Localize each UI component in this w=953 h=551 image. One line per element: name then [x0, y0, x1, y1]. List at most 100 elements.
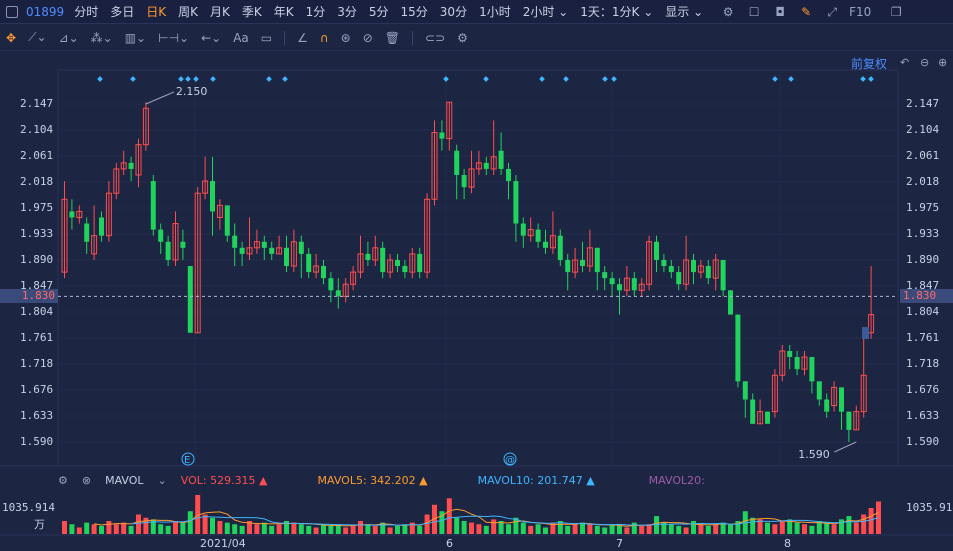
- candle-body: [868, 314, 875, 334]
- candle-body: [335, 290, 341, 297]
- line-tool-icon[interactable]: ⟋⌄: [28, 30, 47, 44]
- period-tab[interactable]: 1分: [305, 5, 326, 19]
- volume-bar: [846, 516, 852, 534]
- volume-bar: [343, 527, 349, 534]
- f10-button[interactable]: F10: [849, 4, 872, 19]
- candle-body: [84, 223, 90, 242]
- mavol10-line: [131, 515, 879, 526]
- period-tab[interactable]: 30分: [439, 5, 468, 19]
- fib-tool-icon[interactable]: ⁂⌄: [90, 30, 113, 45]
- volume-bar: [202, 514, 208, 534]
- candle-body: [372, 247, 379, 261]
- period-tab[interactable]: 显示 ⌄: [665, 5, 704, 19]
- indicator-close-icon[interactable]: ⊗: [81, 473, 92, 487]
- candle-body: [483, 162, 489, 169]
- current-price-left: 1.830: [0, 289, 58, 304]
- checkbox-icon[interactable]: ☐: [748, 4, 760, 19]
- lock-icon[interactable]: ⊛: [340, 30, 351, 45]
- price-tick-right: 1.890: [906, 253, 940, 266]
- candle-body: [580, 259, 585, 267]
- gear-icon[interactable]: ⚙: [457, 30, 468, 45]
- event-marker: [611, 76, 617, 82]
- candle-body: [342, 283, 349, 297]
- period-tab[interactable]: 年K: [273, 5, 294, 19]
- zoom-in-icon[interactable]: ⊕: [938, 56, 948, 69]
- volume-bar: [809, 525, 815, 534]
- candle-body: [846, 411, 852, 430]
- indicator-dropdown-icon[interactable]: ⌄: [157, 473, 167, 487]
- reset-icon[interactable]: ↶: [900, 56, 910, 69]
- indicator-name[interactable]: MAVOL: [105, 473, 144, 487]
- volume-bar: [254, 524, 260, 534]
- volume-bar: [173, 521, 178, 534]
- candle-body: [676, 272, 682, 285]
- volume-bar: [210, 517, 215, 534]
- candle-body: [395, 259, 400, 267]
- range-tool-icon[interactable]: ⊢⊣⌄: [158, 30, 190, 45]
- text-tool[interactable]: Aa: [233, 30, 249, 45]
- comment-icon[interactable]: ▭: [260, 30, 273, 45]
- volume-bar: [387, 527, 393, 534]
- indicator-settings-icon[interactable]: ⚙: [58, 473, 68, 487]
- pencil-icon[interactable]: ✎: [801, 4, 812, 19]
- settings-icon[interactable]: ⚙: [722, 4, 734, 19]
- stock-code[interactable]: 01899: [26, 4, 65, 19]
- ruler-icon[interactable]: ∠: [297, 30, 308, 45]
- period-tab[interactable]: 1小时: [479, 5, 511, 19]
- chart-tool-icon[interactable]: ▥⌄: [124, 30, 147, 45]
- candle-body: [253, 241, 260, 249]
- candle-body: [135, 144, 142, 176]
- candle-body: [594, 247, 600, 273]
- volume-bar: [158, 524, 164, 534]
- period-tab[interactable]: 15分: [400, 5, 428, 19]
- candle-body: [387, 259, 394, 273]
- price-tick-left: 2.147: [20, 97, 54, 110]
- adjust-mode-button[interactable]: 前复权: [851, 57, 888, 71]
- price-tick-right: 1.633: [906, 409, 940, 422]
- period-tabs: 分时 多日 日K 周K 月K 季K 年K 1分 3分 5分 15分 30分 1小时 2小时 ⌄ 1天：1分K…: [74, 3, 715, 20]
- fullscreen-icon[interactable]: ⤢: [827, 4, 837, 19]
- period-tab[interactable]: 多日: [110, 5, 135, 19]
- period-tab[interactable]: 3分: [337, 5, 357, 19]
- zoom-out-icon[interactable]: ⊖: [920, 56, 930, 69]
- trash-icon[interactable]: 🗑: [384, 30, 401, 45]
- volume-bar: [402, 524, 408, 534]
- arrow-tool-icon[interactable]: ←⌄: [201, 30, 222, 45]
- period-tab[interactable]: 2小时 ⌄: [522, 5, 569, 19]
- window-menu-icon[interactable]: [6, 5, 18, 18]
- volume-bar: [683, 527, 689, 534]
- period-tab[interactable]: 分时: [74, 5, 99, 19]
- volume-bar: [705, 525, 711, 534]
- price-tick-left: 2.104: [20, 123, 54, 136]
- period-tab[interactable]: 周K: [178, 5, 198, 19]
- period-tab[interactable]: 5分: [368, 5, 389, 19]
- candle-body: [402, 266, 408, 273]
- camera-icon[interactable]: ◘: [775, 4, 785, 19]
- period-tab[interactable]: 月K: [209, 5, 230, 19]
- candle-body: [113, 168, 120, 194]
- restore-icon[interactable]: ❐: [890, 4, 902, 19]
- candle-body: [165, 241, 171, 260]
- volume-bar: [491, 519, 497, 534]
- period-tab[interactable]: 日K: [146, 5, 167, 19]
- candle-body: [691, 259, 696, 273]
- mavol5-value: MAVOL5: 342.202 ▲: [317, 473, 428, 487]
- volume-bar: [358, 521, 363, 534]
- magnet-icon[interactable]: ∩: [319, 30, 329, 45]
- candle-body: [506, 168, 511, 182]
- shape-tool-icon[interactable]: ⊿⌄: [58, 30, 79, 45]
- price-tick-right: 1.761: [906, 331, 940, 344]
- candle-body: [779, 350, 786, 376]
- low-annotation: 1.590: [798, 448, 830, 461]
- event-marker: [443, 76, 449, 82]
- period-tab[interactable]: 1天：1分K ⌄: [580, 5, 654, 19]
- period-tab[interactable]: 季K: [241, 5, 262, 19]
- hide-icon[interactable]: ⊘: [362, 30, 373, 45]
- link-icon[interactable]: ⊂⊃: [425, 30, 446, 45]
- volume-bar: [128, 525, 134, 534]
- volume-bar: [565, 525, 571, 534]
- crosshair-icon[interactable]: ✥: [6, 30, 17, 45]
- price-tick-left: 1.676: [20, 383, 54, 396]
- candle-body: [527, 229, 534, 237]
